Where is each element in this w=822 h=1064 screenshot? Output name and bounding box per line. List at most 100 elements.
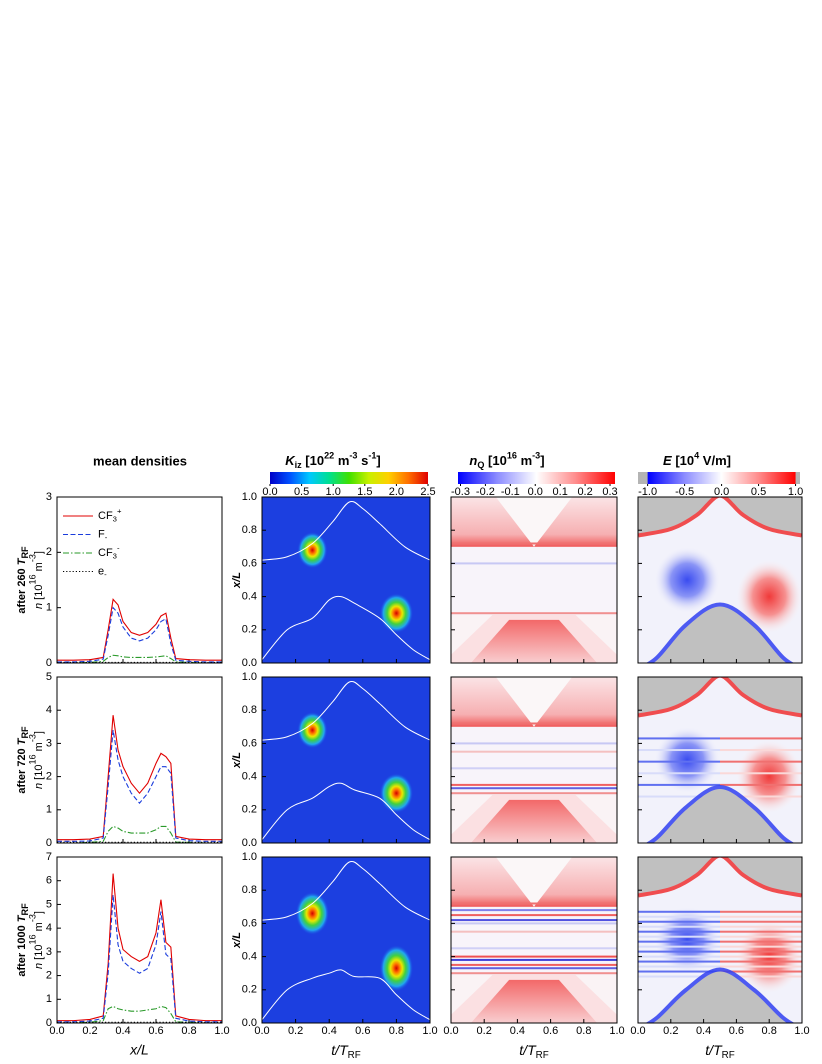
field-stripe [451,922,617,925]
text-part: + [117,506,122,515]
heatmap [262,677,430,843]
field-bg [262,497,430,663]
text-part: [10 [672,453,694,468]
plot-frame [637,496,803,664]
text-part: RF [722,1050,735,1061]
y-tick-label: 0.6 [242,917,257,929]
plot-frame [261,676,431,844]
y-tick-label: 3 [46,737,52,749]
x-tick-label: 0.8 [576,1025,591,1037]
y-tick-label: 0.0 [242,1017,257,1029]
field-stripe [451,967,617,970]
sheath-region [638,677,802,714]
field-stripe [720,783,802,786]
field-stripe [451,787,617,790]
y-axis-label: n [1016 m-3] [28,551,45,609]
x-tick-label: 0.4 [696,1025,711,1037]
colorbar-tick-label: 1.0 [788,486,803,498]
text-part: ] [33,911,45,914]
colorbar-tick-label: 2.5 [420,486,435,498]
text-part: E [663,453,672,468]
field-stripe [451,914,617,917]
field-wedge [495,677,573,727]
field-stripe [720,749,802,752]
sheath-edge [262,595,430,661]
legend-label: F- [98,528,108,541]
y-tick-label: 6 [46,875,52,887]
y-tick-label: 0.2 [242,804,257,816]
colorbar-tick-label: 0.1 [553,486,568,498]
y-tick-label: 5 [46,671,52,683]
field-stripe [451,750,617,753]
y-tick-label: 0.4 [242,771,257,783]
field-wedge [451,794,617,835]
density-line [57,873,222,1022]
field-stripe [638,920,720,923]
field-stripe [720,915,802,918]
sheath-region [638,857,802,894]
field-stripe [638,960,720,963]
text-part: F [98,528,105,540]
density-line [57,715,222,841]
density-line [57,654,222,664]
field-stripe [638,945,720,948]
plot-frame [637,676,803,844]
plot-frame [450,496,618,664]
field-stripe [720,975,802,978]
y-tick-label: 0.8 [242,884,257,896]
text-part: [10 [33,765,45,783]
x-tick-label: 0.4 [115,1025,130,1037]
text-part: - [117,543,120,552]
y-tick-label: 2 [46,969,52,981]
sheath-region [638,497,802,534]
x-axis-label: x/L [129,1042,149,1058]
y-tick-label: 0 [46,1017,52,1029]
x-axis-label: t/TRF [519,1042,548,1061]
x-tick-label: 1.0 [794,1025,809,1037]
field-stripe [720,955,802,958]
text-part: V/m] [699,453,731,468]
plot-frame [56,856,223,1024]
y-tick-label: 1.0 [242,491,257,503]
text-part: s [357,453,368,468]
y-tick-label: 3 [46,491,52,503]
field-stripe [720,795,802,798]
y-tick-label: 2 [46,546,52,558]
field-stripe [638,955,720,958]
row-label: after 260 TRF [16,546,30,614]
text-part: t/T [331,1042,349,1058]
text-part: e [98,565,104,577]
x-tick-label: 0.0 [630,1025,645,1037]
text-part: T [16,557,28,565]
field-stripe [451,963,617,966]
x-tick-label: 1.0 [609,1025,624,1037]
text-part: t/T [705,1042,723,1058]
x-tick-label: 0.6 [543,1025,558,1037]
column-title: mean densities [93,453,187,468]
x-tick-label: 0.6 [355,1025,370,1037]
density-line [57,894,222,1023]
field-stripe [638,930,720,933]
text-part: 16 [28,934,38,944]
y-tick-label: 2 [46,771,52,783]
field-blob [654,726,720,794]
plot-frame [450,676,618,844]
field-blob [297,531,328,569]
colorbar-title: E [104 V/m] [663,451,731,468]
field-stripe [451,767,617,770]
text-part: m [33,922,45,934]
field-stripe [451,930,617,933]
field-stripe [638,772,720,775]
x-tick-label: 0.2 [82,1025,97,1037]
field-stripe [638,975,720,978]
y-tick-label: 0.4 [242,591,257,603]
sheath-region [653,606,787,663]
field-stripe [720,965,802,968]
sheath-edge [262,680,430,741]
y-tick-label: 0 [46,837,52,849]
y-tick-label: 1.0 [242,671,257,683]
heatmap [262,497,430,663]
x-tick-label: 0.6 [148,1025,163,1037]
field-bg [262,677,430,843]
